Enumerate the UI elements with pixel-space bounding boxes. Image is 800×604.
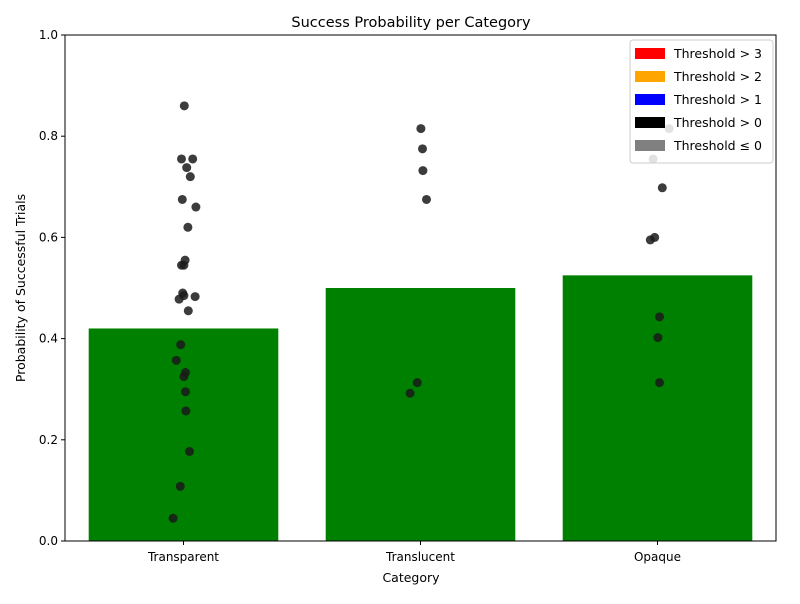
point-transparent-1 [177,154,186,164]
point-transparent-2 [188,154,198,164]
y-axis-title: Probability of Successful Trials [13,194,28,382]
point-transparent-0 [179,101,189,111]
legend-swatch [635,140,665,151]
bar-transparent [88,328,279,541]
point-opaque-6 [653,333,663,343]
point-transparent-13 [190,292,200,302]
legend-label: Threshold > 2 [673,69,762,84]
point-transparent-23 [175,481,185,491]
point-opaque-2 [657,183,667,193]
bar-translucent [325,288,516,541]
point-transparent-17 [171,355,181,365]
legend: Threshold > 3 Threshold > 2 Threshold > 1 T… [629,39,774,164]
x-tick-label: Translucent [385,550,455,564]
point-transparent-16 [176,340,186,350]
legend-swatch [635,94,665,105]
point-opaque-4 [645,235,655,245]
x-axis: Transparent Translucent Opaque [147,541,681,564]
point-transparent-14 [174,294,184,304]
legend-swatch [635,48,665,59]
y-tick-label: 0.4 [39,332,58,346]
legend-swatch [635,71,665,82]
point-transparent-7 [183,222,193,232]
y-tick-label: 0.8 [39,129,58,143]
point-translucent-5 [405,388,415,398]
y-tick-label: 0.6 [39,230,58,244]
y-tick-label: 0.0 [39,534,58,548]
legend-label: Threshold > 1 [673,92,762,107]
point-transparent-5 [177,194,187,204]
point-translucent-2 [418,166,428,176]
point-transparent-10 [177,260,186,270]
point-translucent-1 [418,144,427,154]
point-transparent-22 [185,446,194,456]
point-translucent-3 [422,194,431,204]
point-transparent-6 [191,202,201,212]
point-transparent-20 [181,387,190,397]
point-transparent-24 [168,513,178,523]
y-tick-label: 1.0 [39,28,58,42]
legend-label: Threshold > 0 [673,115,762,130]
legend-label: Threshold > 3 [673,46,762,61]
point-opaque-7 [655,378,664,388]
x-axis-title: Category [382,570,440,585]
chart-title: Success Probability per Category [291,15,531,31]
point-transparent-19 [179,372,189,382]
point-translucent-4 [412,378,422,388]
x-tick-label: Transparent [147,550,219,564]
point-transparent-3 [182,163,192,173]
point-translucent-0 [416,124,426,134]
point-transparent-15 [183,306,193,316]
y-axis: 0.0 0.2 0.4 0.6 0.8 1.0 [39,28,65,548]
y-tick-label: 0.2 [39,433,58,447]
points-group [168,101,674,523]
legend-swatch [635,117,665,128]
legend-box [629,39,774,164]
point-opaque-5 [655,312,664,322]
x-tick-label: Opaque [634,550,681,564]
legend-label: Threshold ≤ 0 [673,138,762,153]
point-transparent-21 [181,406,191,416]
point-transparent-4 [185,172,195,182]
